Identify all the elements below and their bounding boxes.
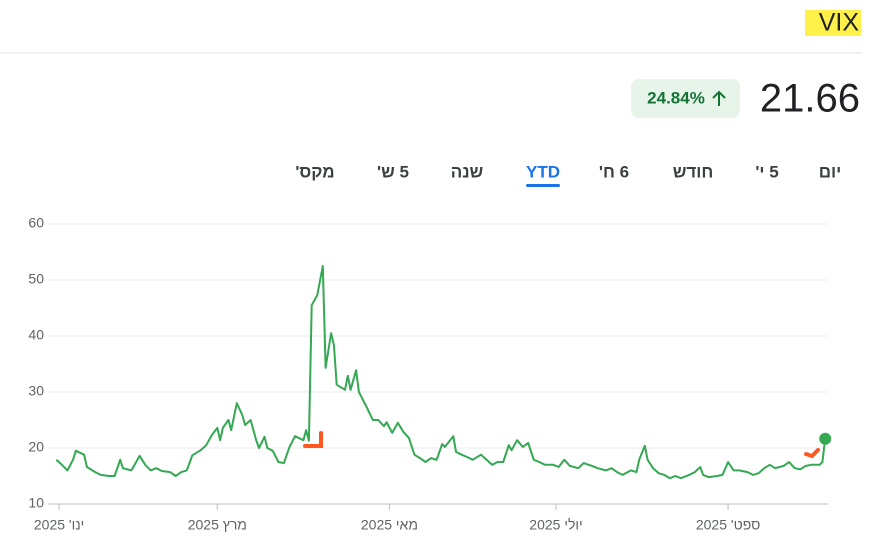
change-percent: 24.84% bbox=[647, 88, 705, 107]
range-tabs: יום 5 י' חודש 6 ח' YTD שנה 5 ש' מקס' bbox=[295, 162, 841, 187]
up-arrow-icon bbox=[712, 90, 726, 106]
range-tab[interactable]: 6 ח' bbox=[599, 162, 629, 181]
x-tick-label: מאי 2025 bbox=[361, 517, 418, 533]
y-tick-label: 40 bbox=[28, 327, 44, 343]
range-tab[interactable]: יום bbox=[819, 162, 842, 181]
range-tab[interactable]: 5 ש' bbox=[377, 162, 409, 181]
price-line bbox=[55, 265, 827, 480]
change-pill bbox=[631, 79, 740, 118]
price: 21.66 bbox=[760, 77, 860, 121]
active-tab-underline bbox=[526, 184, 560, 187]
y-tick-label: 10 bbox=[28, 495, 44, 511]
range-tab[interactable]: YTD bbox=[526, 162, 560, 181]
y-tick-label: 50 bbox=[28, 271, 44, 287]
event-marker bbox=[804, 448, 820, 459]
x-tick-label: ספט' 2025 bbox=[696, 517, 760, 533]
symbol: VIX bbox=[819, 9, 860, 37]
event-marker bbox=[303, 431, 323, 448]
y-tick-label: 60 bbox=[28, 215, 44, 231]
x-tick-label: יולי 2025 bbox=[529, 517, 582, 533]
symbol-highlight bbox=[805, 10, 861, 36]
chart: 10 20 30 40 50 60 ינו' 2025 מרץ 2025 מאי 2025 יול… bbox=[28, 215, 832, 533]
x-tick-label: מרץ 2025 bbox=[188, 517, 247, 533]
range-tab[interactable]: מקס' bbox=[295, 162, 334, 181]
y-tick-label: 30 bbox=[28, 383, 44, 399]
range-tab[interactable]: חודש bbox=[673, 162, 714, 181]
y-tick-label: 20 bbox=[28, 439, 44, 455]
last-point bbox=[819, 432, 832, 445]
range-tab[interactable]: שנה bbox=[451, 162, 484, 181]
x-tick-label: ינו' 2025 bbox=[34, 517, 84, 533]
range-tab[interactable]: 5 י' bbox=[755, 162, 778, 181]
